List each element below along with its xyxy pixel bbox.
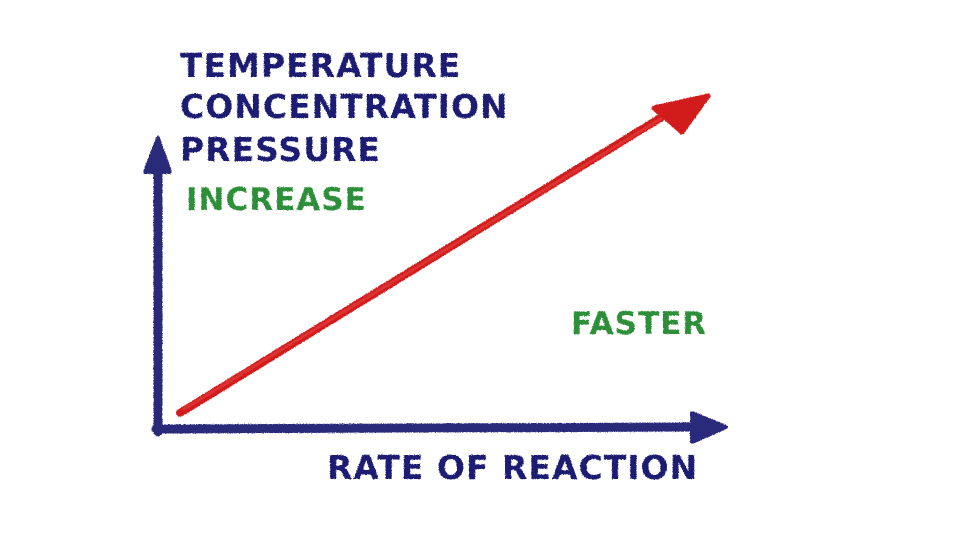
y-label-pressure: PRESSURE (180, 130, 381, 169)
x-axis (151, 411, 728, 444)
trend-arrow (176, 93, 711, 417)
y-label-increase: INCREASE (186, 182, 367, 218)
x-axis-label: RATE OF REACTION (327, 448, 698, 487)
y-axis (143, 136, 172, 437)
y-label-concentration: CONCENTRATION (180, 87, 509, 126)
x-axis-arrowhead-icon (690, 411, 728, 444)
y-label-temperature: TEMPERATURE (180, 46, 461, 85)
trend-arrowhead-icon (651, 93, 711, 135)
trend-label-faster: FASTER (571, 306, 707, 342)
y-axis-arrowhead-icon (143, 136, 172, 174)
